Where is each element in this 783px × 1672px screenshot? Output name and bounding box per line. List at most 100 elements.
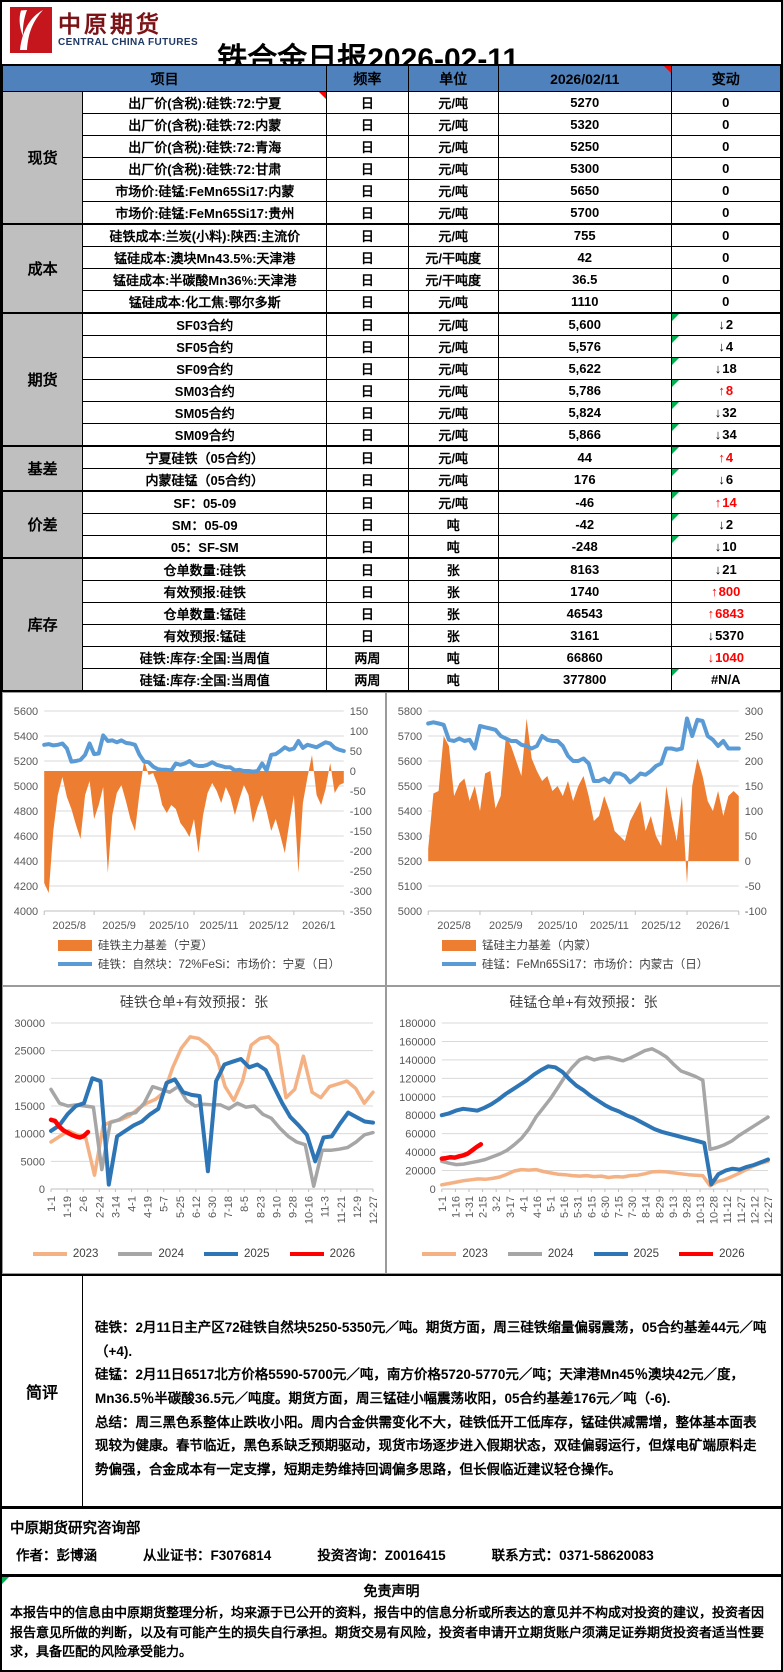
change-cell[interactable]: 0 [670,91,782,114]
value-cell[interactable]: 5,866 [497,423,672,447]
value-cell[interactable]: 3161 [497,624,672,647]
freq-cell[interactable]: 日 [326,113,409,136]
value-cell[interactable]: 5250 [497,135,672,158]
change-cell[interactable]: ↓2 [670,513,782,536]
value-cell[interactable]: 8163 [497,557,672,581]
value-cell[interactable]: 44 [497,445,672,469]
item-cell[interactable]: 出厂价(含税):硅铁:72:甘肃 [82,157,328,180]
change-cell[interactable]: 0 [670,179,782,202]
group-cell[interactable]: 基差 [1,445,84,492]
freq-cell[interactable]: 日 [326,246,409,269]
item-cell[interactable]: 出厂价(含税):硅铁:72:内蒙 [82,113,328,136]
unit-cell[interactable]: 元/吨 [407,91,499,114]
item-cell[interactable]: 仓单数量:锰硅 [82,602,328,625]
freq-cell[interactable]: 日 [326,157,409,180]
unit-cell[interactable]: 吨 [407,646,499,669]
value-cell[interactable]: 36.5 [497,268,672,291]
item-cell[interactable]: SM09合约 [82,423,328,447]
freq-cell[interactable]: 日 [326,580,409,603]
unit-cell[interactable]: 元/吨 [407,445,499,469]
column-header[interactable]: 项目 [1,64,328,92]
freq-cell[interactable]: 日 [326,557,409,581]
value-cell[interactable]: 1110 [497,290,672,314]
column-header[interactable]: 频率 [326,64,409,92]
unit-cell[interactable]: 张 [407,602,499,625]
change-cell[interactable]: 0 [670,246,782,269]
group-cell[interactable]: 期货 [1,312,84,447]
freq-cell[interactable]: 日 [326,423,409,447]
value-cell[interactable]: 1740 [497,580,672,603]
change-cell[interactable]: ↓2 [670,312,782,336]
change-cell[interactable]: ↑4 [670,445,782,469]
value-cell[interactable]: 5,622 [497,357,672,380]
change-cell[interactable]: 0 [670,157,782,180]
change-cell[interactable]: ↓21 [670,557,782,581]
unit-cell[interactable]: 元/吨 [407,179,499,202]
freq-cell[interactable]: 两周 [326,646,409,669]
value-cell[interactable]: 46543 [497,602,672,625]
column-header[interactable]: 单位 [407,64,499,92]
change-cell[interactable]: ↑14 [670,490,782,514]
freq-cell[interactable]: 日 [326,468,409,492]
item-cell[interactable]: 锰硅成本:化工焦:鄂尔多斯 [82,290,328,314]
item-cell[interactable]: 锰硅成本:澳块Mn43.5%:天津港 [82,246,328,269]
unit-cell[interactable]: 元/吨 [407,468,499,492]
freq-cell[interactable]: 日 [326,335,409,358]
item-cell[interactable]: 硅锰:库存:全国:当周值 [82,668,328,691]
unit-cell[interactable]: 元/吨 [407,357,499,380]
change-cell[interactable]: 0 [670,290,782,314]
change-cell[interactable]: ↓1040 [670,646,782,669]
unit-cell[interactable]: 吨 [407,668,499,691]
item-cell[interactable]: SM：05-09 [82,513,328,536]
freq-cell[interactable]: 日 [326,535,409,559]
unit-cell[interactable]: 张 [407,557,499,581]
value-cell[interactable]: 176 [497,468,672,492]
change-cell[interactable]: ↓4 [670,335,782,358]
value-cell[interactable]: 42 [497,246,672,269]
freq-cell[interactable]: 日 [326,91,409,114]
value-cell[interactable]: -248 [497,535,672,559]
unit-cell[interactable]: 元/吨 [407,423,499,447]
change-cell[interactable]: ↑8 [670,379,782,402]
freq-cell[interactable]: 日 [326,379,409,402]
value-cell[interactable]: 5,600 [497,312,672,336]
value-cell[interactable]: 5700 [497,201,672,225]
item-cell[interactable]: SM03合约 [82,379,328,402]
unit-cell[interactable]: 张 [407,580,499,603]
unit-cell[interactable]: 元/吨 [407,223,499,247]
change-cell[interactable]: ↓6 [670,468,782,492]
value-cell[interactable]: 5320 [497,113,672,136]
item-cell[interactable]: 硅铁:库存:全国:当周值 [82,646,328,669]
unit-cell[interactable]: 元/干吨度 [407,268,499,291]
value-cell[interactable]: 5270 [497,91,672,114]
value-cell[interactable]: 377800 [497,668,672,691]
change-cell[interactable]: ↓34 [670,423,782,447]
item-cell[interactable]: SM05合约 [82,401,328,424]
freq-cell[interactable]: 日 [326,268,409,291]
freq-cell[interactable]: 日 [326,513,409,536]
unit-cell[interactable]: 元/吨 [407,157,499,180]
change-cell[interactable]: ↓10 [670,535,782,559]
unit-cell[interactable]: 元/吨 [407,113,499,136]
item-cell[interactable]: 出厂价(含税):硅铁:72:宁夏 [82,91,328,114]
freq-cell[interactable]: 日 [326,602,409,625]
value-cell[interactable]: 5,576 [497,335,672,358]
item-cell[interactable]: 出厂价(含税):硅铁:72:青海 [82,135,328,158]
unit-cell[interactable]: 元/吨 [407,335,499,358]
freq-cell[interactable]: 日 [326,445,409,469]
unit-cell[interactable]: 元/吨 [407,135,499,158]
item-cell[interactable]: SF05合约 [82,335,328,358]
value-cell[interactable]: -42 [497,513,672,536]
group-cell[interactable]: 成本 [1,223,84,314]
unit-cell[interactable]: 元/吨 [407,312,499,336]
value-cell[interactable]: -46 [497,490,672,514]
freq-cell[interactable]: 日 [326,223,409,247]
item-cell[interactable]: SF：05-09 [82,490,328,514]
freq-cell[interactable]: 日 [326,357,409,380]
freq-cell[interactable]: 日 [326,135,409,158]
change-cell[interactable]: 0 [670,223,782,247]
change-cell[interactable]: ↓32 [670,401,782,424]
value-cell[interactable]: 5,786 [497,379,672,402]
unit-cell[interactable]: 元/吨 [407,490,499,514]
item-cell[interactable]: 有效预报:硅铁 [82,580,328,603]
